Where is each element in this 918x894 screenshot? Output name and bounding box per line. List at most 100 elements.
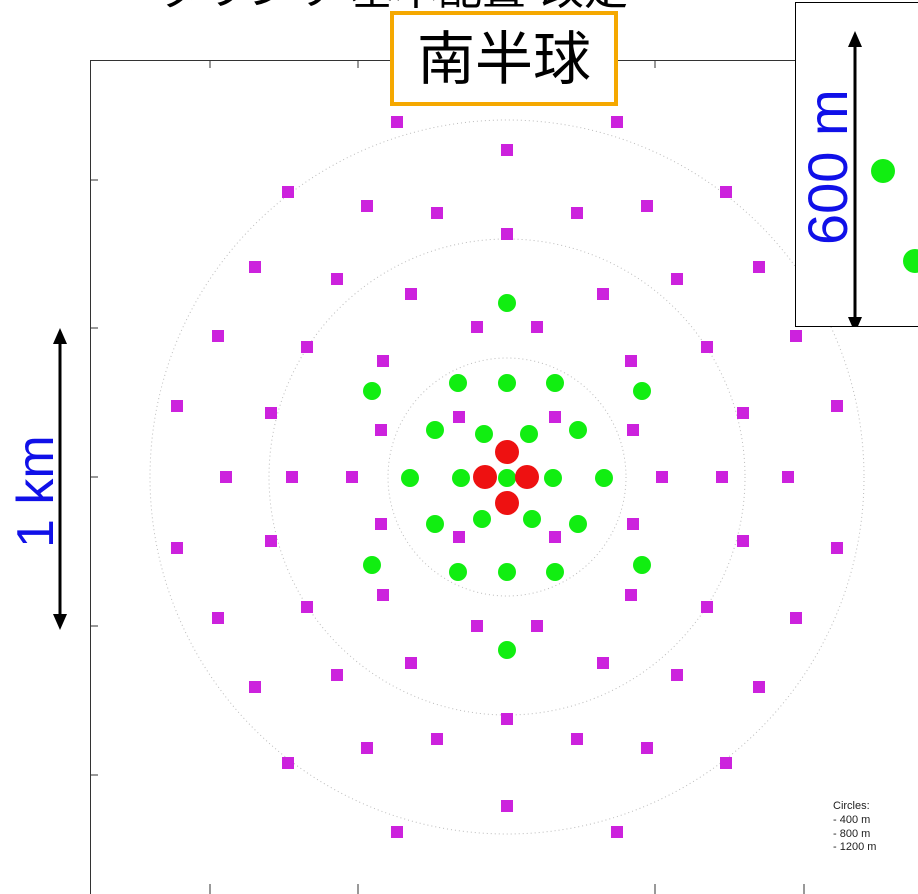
inner-station [498,469,516,487]
outer-station [720,757,732,769]
one-km-scale-arrow [53,328,67,630]
outer-station [549,531,561,543]
inner-station [426,515,444,533]
outer-station [286,471,298,483]
circles-legend: Circles: - 400 m - 800 m - 1200 m [833,800,876,855]
outer-station [790,612,802,624]
legend-item-400: - 400 m [833,813,871,826]
outer-station [375,424,387,436]
inner-station [633,382,651,400]
outer-station [790,330,802,342]
outer-station [171,400,183,412]
outer-station [641,742,653,754]
outer-station [531,620,543,632]
outer-station [346,471,358,483]
core-station [473,465,497,489]
outer-station [611,116,623,128]
inner-station [401,469,419,487]
outer-station [377,589,389,601]
outer-station [597,288,609,300]
outer-stations [171,116,843,838]
outer-station [831,542,843,554]
inner-station [498,374,516,392]
outer-station [212,330,224,342]
outer-station [753,681,765,693]
outer-station [571,207,583,219]
outer-station [377,355,389,367]
outer-station [405,288,417,300]
outer-station [220,471,232,483]
inner-station [473,510,491,528]
outer-station [701,601,713,613]
outer-station [501,228,513,240]
outer-station [391,826,403,838]
inner-station [498,641,516,659]
outer-station [453,531,465,543]
outer-station [737,535,749,547]
outer-station [625,589,637,601]
inner-station [449,563,467,581]
outer-station [391,116,403,128]
inset-zoom-panel [795,2,918,327]
inner-station [520,425,538,443]
outer-station [453,411,465,423]
core-station [495,491,519,515]
outer-station [549,411,561,423]
inner-station [569,515,587,533]
outer-station [720,186,732,198]
inner-station [363,556,381,574]
outer-station [431,207,443,219]
inner-station [498,294,516,312]
inner-station [363,382,381,400]
outer-station [301,601,313,613]
outer-station [716,471,728,483]
inner-station [633,556,651,574]
outer-station [571,733,583,745]
outer-station [331,273,343,285]
outer-station [282,186,294,198]
inset-station [903,249,918,273]
outer-station [361,200,373,212]
outer-station [782,471,794,483]
axis-ticks [90,60,805,894]
outer-station [301,341,313,353]
inset-station [871,159,895,183]
distance-circle-3 [149,119,865,835]
outer-station [331,669,343,681]
core-stations [473,440,539,515]
inner-station [595,469,613,487]
outer-station [625,355,637,367]
outer-station [753,261,765,273]
outer-station [701,341,713,353]
inner-station [569,421,587,439]
outer-station [501,800,513,812]
southern-hemisphere-label: 南半球 [390,11,618,106]
distance-circle-2 [268,238,746,716]
inset-scale-label: 600 m [796,89,859,245]
outer-station [249,261,261,273]
outer-station [737,407,749,419]
outer-station [597,657,609,669]
inner-station [546,374,564,392]
outer-station [265,407,277,419]
outer-station [671,669,683,681]
outer-station [282,757,294,769]
outer-station [531,321,543,333]
outer-station [627,518,639,530]
outer-station [249,681,261,693]
outer-station [641,200,653,212]
outer-station [611,826,623,838]
distance-circle-1 [387,357,627,597]
outer-station [212,612,224,624]
inner-station [449,374,467,392]
partial-slide-title: ダウンリ 基本配置 改定 [160,0,628,12]
inner-station [546,563,564,581]
outer-station [431,733,443,745]
inner-station [523,510,541,528]
outer-station [171,542,183,554]
inner-station [452,469,470,487]
core-station [515,465,539,489]
outer-station [501,713,513,725]
outer-station [671,273,683,285]
